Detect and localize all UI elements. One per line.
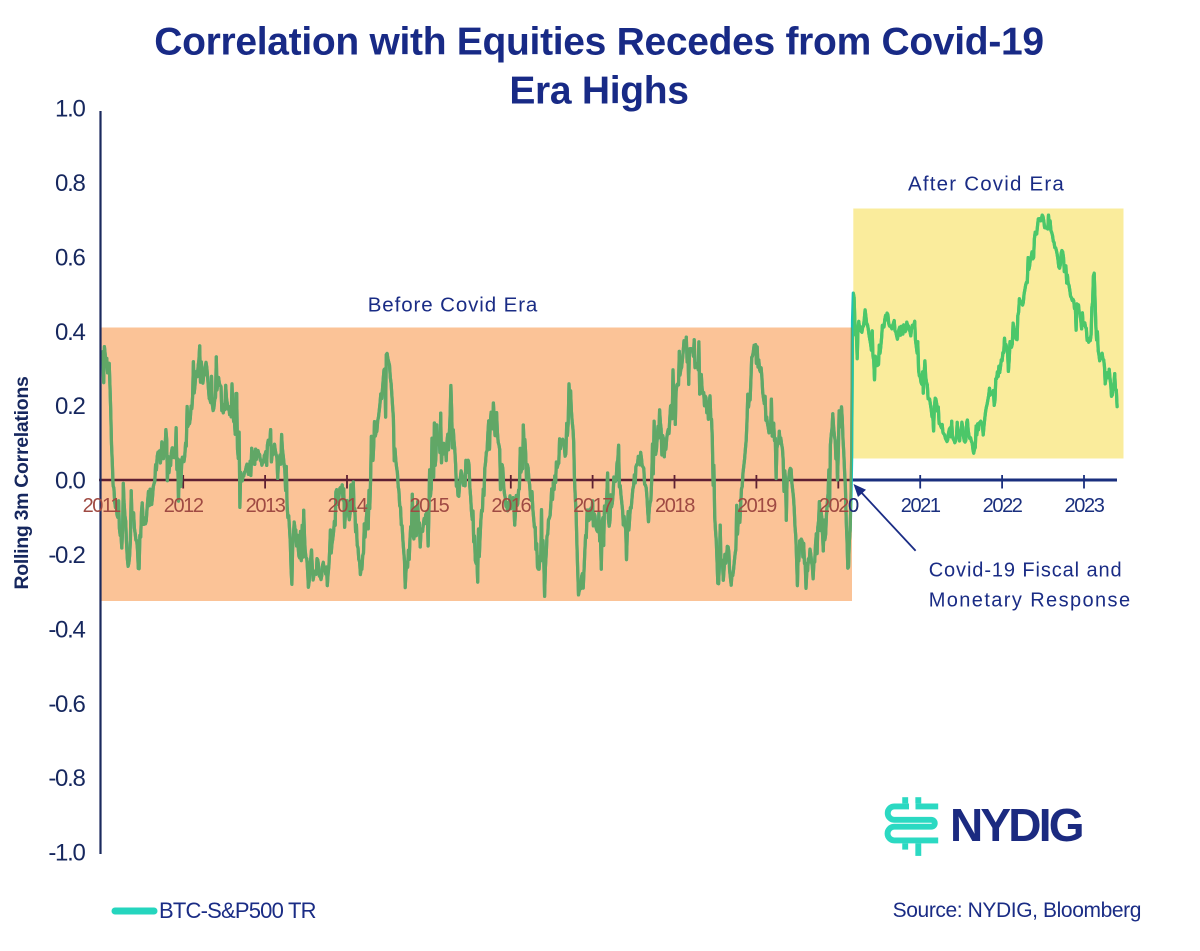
svg-text:2022: 2022 bbox=[983, 495, 1023, 517]
svg-text:2012: 2012 bbox=[164, 495, 204, 517]
svg-text:Correlation with Equities Rece: Correlation with Equities Recedes from C… bbox=[154, 21, 1044, 64]
svg-text:2021: 2021 bbox=[901, 495, 941, 517]
svg-text:1.0: 1.0 bbox=[55, 96, 85, 123]
svg-text:0.4: 0.4 bbox=[55, 319, 85, 346]
svg-text:2014: 2014 bbox=[328, 495, 368, 517]
svg-text:-0.4: -0.4 bbox=[48, 616, 85, 643]
svg-text:NYDIG: NYDIG bbox=[950, 799, 1082, 851]
svg-text:2016: 2016 bbox=[491, 495, 531, 517]
svg-text:-0.2: -0.2 bbox=[48, 542, 85, 569]
svg-text:-1.0: -1.0 bbox=[48, 840, 85, 867]
svg-text:2015: 2015 bbox=[409, 495, 449, 517]
svg-text:Covid-19 Fiscal and: Covid-19 Fiscal and bbox=[929, 560, 1123, 582]
svg-text:BTC-S&P500 TR: BTC-S&P500 TR bbox=[159, 898, 316, 923]
svg-text:Rolling 3m Correlations: Rolling 3m Correlations bbox=[11, 376, 33, 590]
svg-text:0.8: 0.8 bbox=[55, 170, 85, 197]
svg-text:2018: 2018 bbox=[655, 495, 695, 517]
svg-text:2011: 2011 bbox=[83, 495, 122, 517]
svg-text:2020: 2020 bbox=[819, 495, 859, 517]
svg-text:Before Covid Era: Before Covid Era bbox=[368, 294, 539, 317]
svg-text:-0.6: -0.6 bbox=[48, 691, 85, 718]
svg-text:2017: 2017 bbox=[573, 495, 613, 517]
svg-text:After Covid Era: After Covid Era bbox=[908, 173, 1065, 196]
svg-text:2023: 2023 bbox=[1065, 495, 1105, 517]
svg-text:0.6: 0.6 bbox=[55, 244, 85, 271]
svg-text:Source: NYDIG, Bloomberg: Source: NYDIG, Bloomberg bbox=[893, 899, 1141, 922]
svg-text:0.0: 0.0 bbox=[55, 468, 85, 495]
svg-text:Era Highs: Era Highs bbox=[509, 70, 688, 113]
svg-text:2019: 2019 bbox=[737, 495, 777, 517]
svg-text:Monetary Response: Monetary Response bbox=[929, 590, 1132, 612]
svg-text:2013: 2013 bbox=[246, 495, 286, 517]
svg-text:0.2: 0.2 bbox=[55, 393, 85, 420]
svg-text:0: 0 bbox=[848, 495, 859, 517]
svg-text:-0.8: -0.8 bbox=[48, 765, 85, 792]
